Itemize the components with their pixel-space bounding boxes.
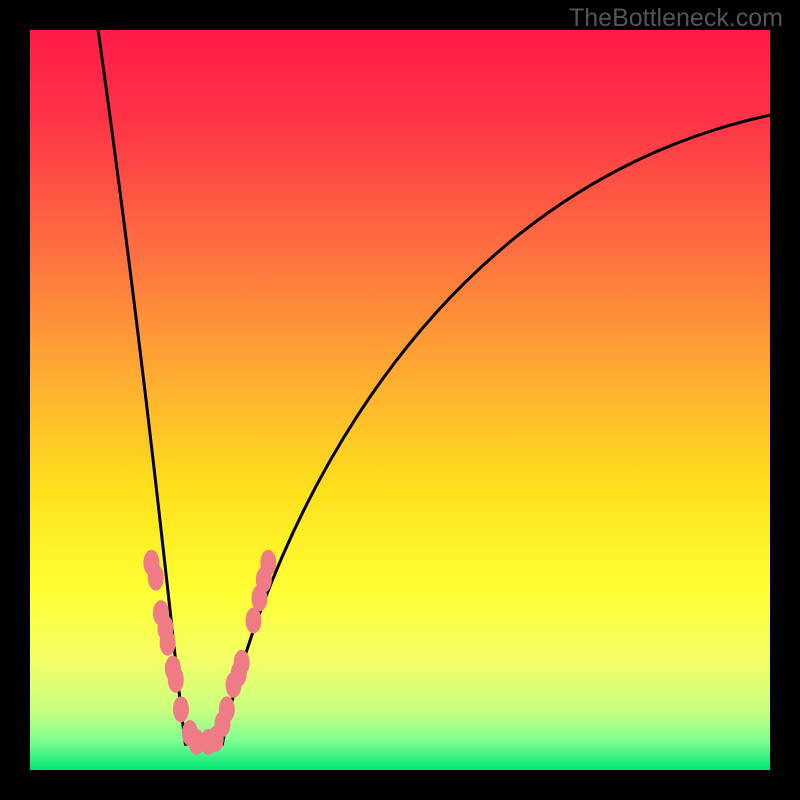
plot-area <box>30 30 770 770</box>
data-markers <box>30 30 770 770</box>
watermark-text: TheBottleneck.com <box>569 4 783 33</box>
outer-frame: TheBottleneck.com <box>0 0 800 800</box>
